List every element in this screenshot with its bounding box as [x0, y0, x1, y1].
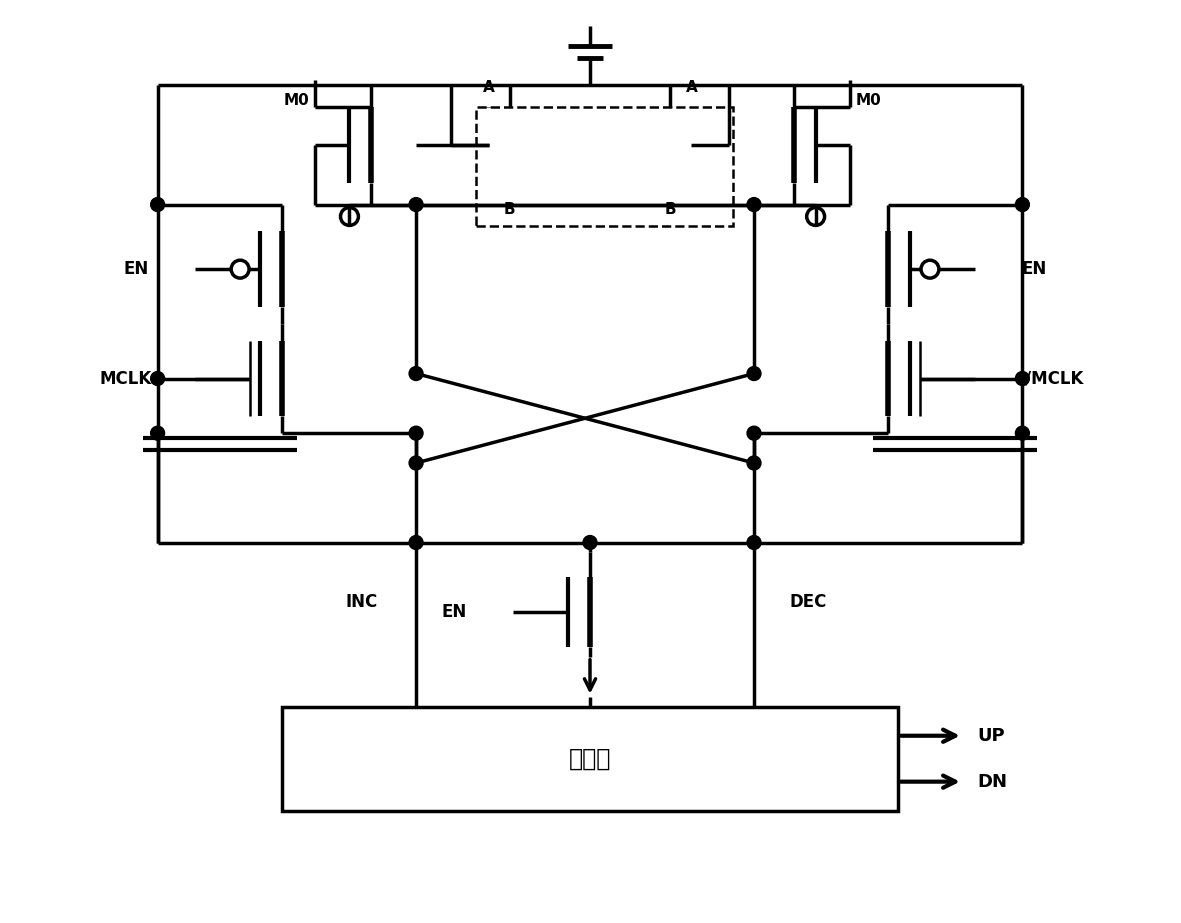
Bar [476, 107, 733, 226]
Text: DN: DN [978, 773, 1007, 791]
Circle shape [748, 198, 761, 211]
Circle shape [151, 372, 164, 386]
Circle shape [409, 535, 423, 549]
Text: EN: EN [123, 260, 149, 278]
Circle shape [1016, 426, 1030, 440]
Text: M0: M0 [855, 92, 881, 108]
Bar [282, 706, 898, 811]
Text: UP: UP [978, 726, 1005, 745]
Text: 锁存器: 锁存器 [569, 747, 612, 771]
Circle shape [151, 426, 164, 440]
Text: B: B [665, 202, 677, 217]
Circle shape [409, 456, 423, 470]
Circle shape [1016, 198, 1030, 211]
Circle shape [409, 426, 423, 440]
Circle shape [583, 535, 596, 549]
Text: A: A [685, 79, 697, 95]
Text: A: A [483, 79, 495, 95]
Text: EN: EN [1022, 260, 1046, 278]
Circle shape [748, 426, 761, 440]
Circle shape [748, 366, 761, 380]
Circle shape [409, 198, 423, 211]
Text: EN: EN [442, 603, 466, 621]
Text: M0: M0 [283, 92, 309, 108]
Text: /MCLK: /MCLK [1025, 369, 1083, 388]
Circle shape [748, 535, 761, 549]
Text: B: B [503, 202, 515, 217]
Circle shape [151, 198, 164, 211]
Circle shape [409, 366, 423, 380]
Text: INC: INC [345, 593, 378, 611]
Text: DEC: DEC [790, 593, 828, 611]
Circle shape [1016, 372, 1030, 386]
Text: MCLK: MCLK [99, 369, 152, 388]
Circle shape [748, 456, 761, 470]
